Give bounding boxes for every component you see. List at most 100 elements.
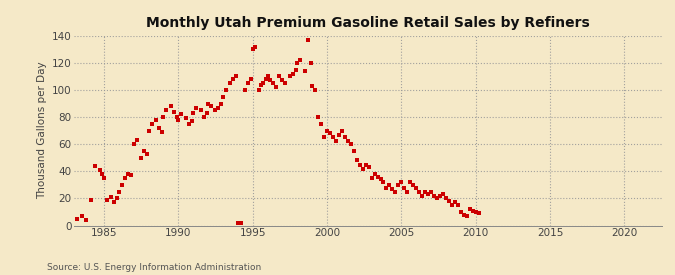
Point bbox=[255, 82, 266, 87]
Point bbox=[243, 81, 254, 85]
Point bbox=[232, 221, 243, 225]
Point bbox=[288, 72, 298, 76]
Point bbox=[348, 149, 359, 153]
Point bbox=[261, 77, 271, 81]
Point bbox=[146, 122, 157, 126]
Point bbox=[295, 58, 306, 62]
Point bbox=[90, 164, 101, 168]
Point bbox=[290, 67, 301, 72]
Title: Monthly Utah Premium Gasoline Retail Sales by Refiners: Monthly Utah Premium Gasoline Retail Sal… bbox=[146, 16, 590, 31]
Point bbox=[247, 47, 258, 51]
Point bbox=[327, 135, 338, 140]
Point bbox=[405, 180, 416, 184]
Point bbox=[210, 108, 221, 112]
Point bbox=[390, 189, 401, 194]
Point bbox=[136, 156, 146, 160]
Point bbox=[336, 128, 347, 133]
Point bbox=[333, 133, 344, 137]
Point bbox=[186, 119, 197, 123]
Point bbox=[99, 176, 109, 180]
Point bbox=[473, 211, 484, 216]
Point bbox=[217, 95, 228, 99]
Point bbox=[253, 88, 264, 92]
Point bbox=[76, 214, 87, 218]
Y-axis label: Thousand Gallons per Day: Thousand Gallons per Day bbox=[38, 62, 47, 199]
Point bbox=[284, 74, 295, 79]
Point bbox=[354, 162, 365, 167]
Point bbox=[435, 194, 446, 198]
Point bbox=[346, 142, 356, 146]
Point bbox=[277, 78, 288, 83]
Point bbox=[416, 194, 427, 198]
Point bbox=[456, 210, 466, 214]
Point bbox=[258, 81, 269, 85]
Point bbox=[292, 61, 302, 65]
Point bbox=[213, 105, 224, 110]
Point bbox=[225, 81, 236, 85]
Point bbox=[142, 152, 153, 156]
Point bbox=[85, 197, 96, 202]
Text: Source: U.S. Energy Information Administration: Source: U.S. Energy Information Administ… bbox=[47, 263, 261, 272]
Point bbox=[116, 183, 127, 187]
Point bbox=[169, 109, 180, 114]
Point bbox=[228, 77, 239, 81]
Point bbox=[426, 189, 437, 194]
Point bbox=[201, 111, 212, 115]
Point bbox=[393, 183, 404, 187]
Point bbox=[171, 115, 182, 119]
Point bbox=[126, 173, 136, 178]
Point bbox=[313, 115, 323, 119]
Point bbox=[450, 200, 460, 205]
Point bbox=[452, 203, 463, 207]
Point bbox=[340, 135, 350, 140]
Point bbox=[265, 78, 276, 83]
Point bbox=[72, 216, 82, 221]
Point bbox=[94, 168, 105, 172]
Point bbox=[132, 138, 142, 142]
Point bbox=[250, 44, 261, 49]
Point bbox=[467, 208, 478, 213]
Point bbox=[246, 77, 256, 81]
Point bbox=[464, 207, 475, 211]
Point bbox=[106, 195, 117, 199]
Point bbox=[351, 158, 362, 163]
Point bbox=[470, 210, 481, 214]
Point bbox=[157, 130, 167, 134]
Point bbox=[357, 166, 368, 171]
Point bbox=[302, 38, 313, 42]
Point bbox=[161, 108, 172, 112]
Point bbox=[240, 88, 250, 92]
Point bbox=[122, 172, 133, 176]
Point bbox=[299, 69, 310, 73]
Point bbox=[188, 111, 198, 115]
Point bbox=[384, 183, 395, 187]
Point bbox=[180, 116, 191, 121]
Point bbox=[113, 189, 124, 194]
Point bbox=[321, 128, 332, 133]
Point bbox=[441, 196, 452, 200]
Point bbox=[280, 81, 291, 85]
Point bbox=[331, 139, 342, 144]
Point bbox=[262, 74, 273, 79]
Point bbox=[151, 118, 161, 122]
Point bbox=[206, 104, 217, 108]
Point bbox=[461, 214, 472, 218]
Point bbox=[231, 74, 242, 79]
Point bbox=[191, 105, 202, 110]
Point bbox=[119, 176, 130, 180]
Point bbox=[363, 165, 374, 169]
Point bbox=[176, 112, 187, 117]
Point bbox=[375, 177, 386, 182]
Point bbox=[414, 189, 425, 194]
Point bbox=[458, 213, 469, 217]
Point bbox=[221, 88, 232, 92]
Point bbox=[325, 131, 335, 136]
Point bbox=[101, 197, 112, 202]
Point bbox=[381, 185, 392, 190]
Point bbox=[202, 101, 213, 106]
Point bbox=[158, 115, 169, 119]
Point bbox=[81, 218, 92, 222]
Point bbox=[420, 189, 431, 194]
Point bbox=[139, 149, 150, 153]
Point bbox=[446, 203, 457, 207]
